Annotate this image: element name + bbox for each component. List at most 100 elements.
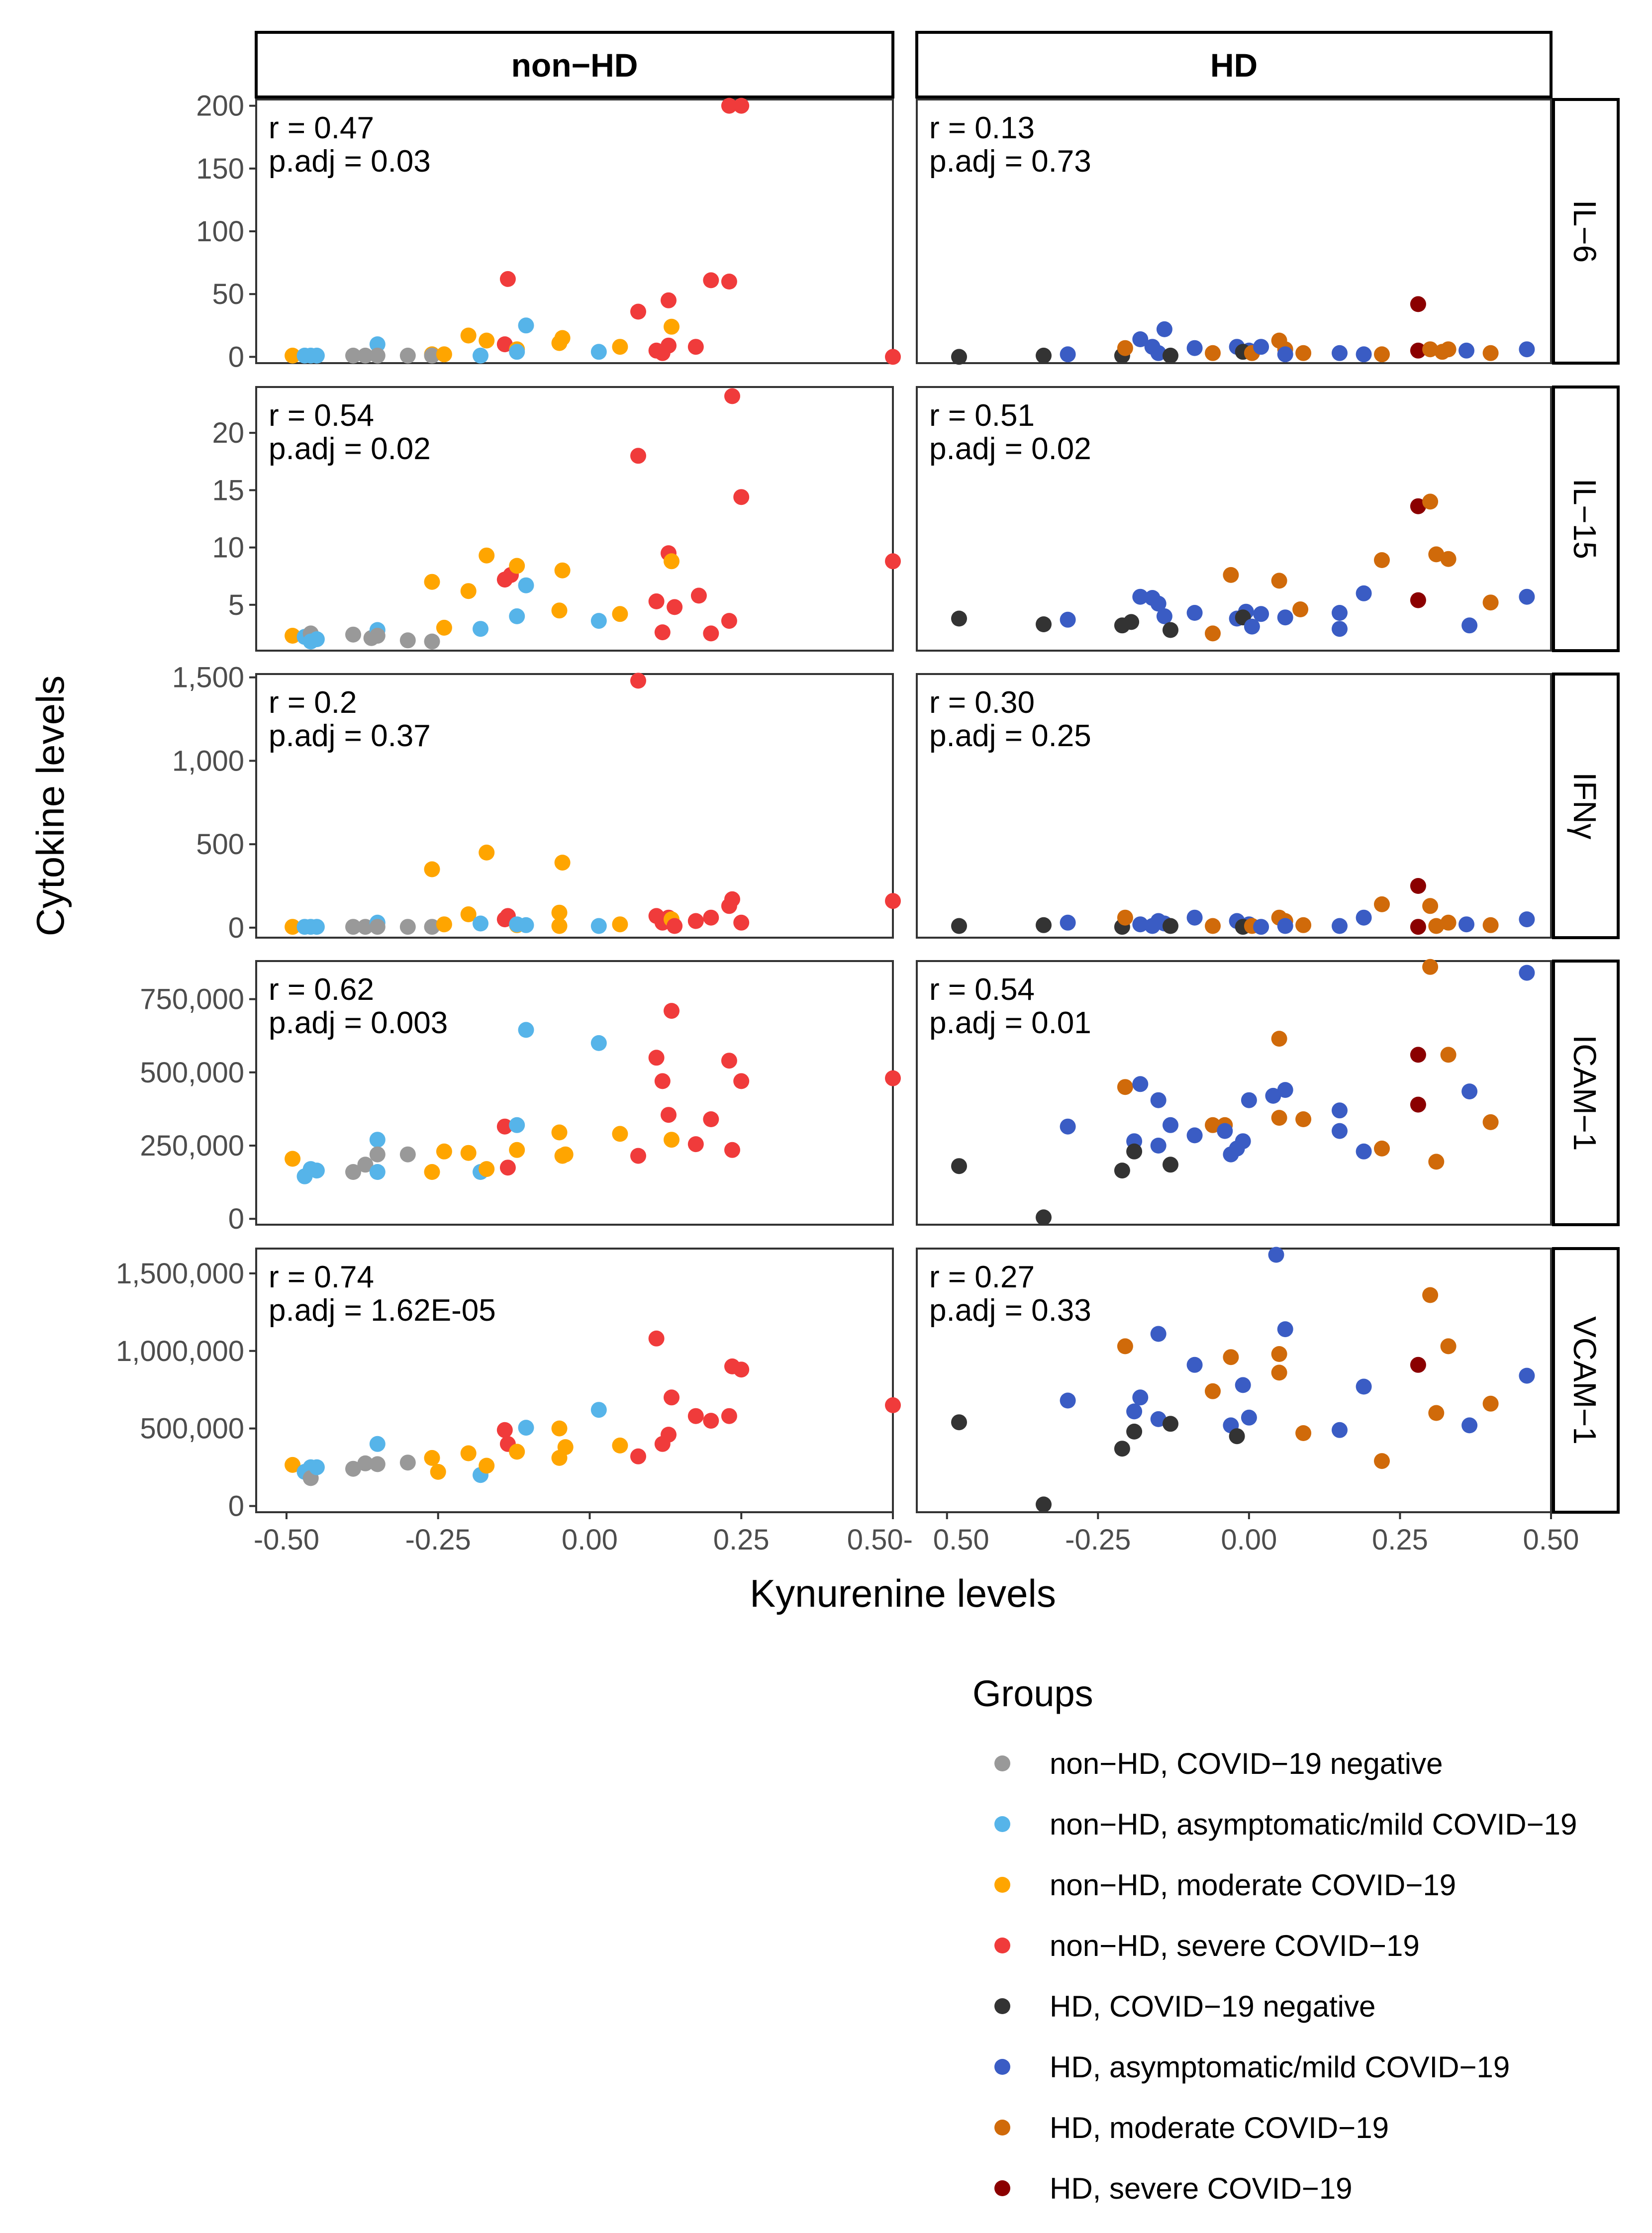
point-ifng-nonHD-25 <box>630 673 646 689</box>
point-ifng-nonHD-10 <box>424 919 440 935</box>
point-il6-HD-26 <box>1422 341 1439 358</box>
column-strip-nonHD <box>255 31 894 98</box>
point-il15-HD-2 <box>1060 611 1076 628</box>
point-ifng-HD-28 <box>1440 914 1457 931</box>
legend-key-hd_sev <box>994 2180 1010 2196</box>
point-vcam1-nonHD-34 <box>885 1397 901 1413</box>
point-icam1-HD-18 <box>1235 1133 1251 1150</box>
point-icam1-HD-20 <box>1271 1031 1287 1047</box>
point-il6-nonHD-4 <box>345 347 361 364</box>
point-il15-nonHD-21 <box>551 602 568 619</box>
point-vcam1-nonHD-6 <box>357 1455 374 1471</box>
point-ifng-HD-9 <box>1163 918 1178 934</box>
point-il6-nonHD-10 <box>424 347 440 364</box>
panel-vcam1-nonHD: r = 0.74p.adj = 1.62E-05 <box>255 1248 901 1513</box>
annotation-r-il15-nonHD: r = 0.54 <box>269 398 374 433</box>
point-il6-nonHD-28 <box>664 318 680 335</box>
panel-icam1-HD: r = 0.54p.adj = 0.01 <box>916 959 1552 1226</box>
point-vcam1-nonHD-10 <box>424 1450 440 1466</box>
point-vcam1-HD-1 <box>1036 1496 1052 1513</box>
point-il15-HD-26 <box>1410 592 1426 608</box>
point-il6-nonHD-33 <box>721 97 737 114</box>
annotation-padj-icam1-nonHD: p.adj = 0.003 <box>269 1006 448 1040</box>
point-ifng-nonHD-35 <box>733 914 750 931</box>
point-il6-nonHD-30 <box>687 339 704 355</box>
point-il15-nonHD-24 <box>612 606 628 622</box>
point-icam1-nonHD-33 <box>721 1053 737 1069</box>
point-vcam1-HD-31 <box>1482 1395 1499 1412</box>
legend-label-hd_mod: HD, moderate COVID−19 <box>1050 2111 1389 2144</box>
column-strip-label-nonHD: non−HD <box>511 47 638 84</box>
x-tick-label-HD-1: -0.25 <box>1065 1524 1131 1556</box>
point-il6-HD-21 <box>1332 345 1348 361</box>
point-il6-nonHD-6 <box>369 336 386 353</box>
point-vcam1-nonHD-25 <box>648 1330 665 1347</box>
point-il15-HD-10 <box>1186 605 1203 621</box>
y-tick-label-ifng-1: 500 <box>196 828 244 861</box>
annotation-padj-il6-nonHD: p.adj = 0.03 <box>269 144 431 179</box>
point-vcam1-HD-26 <box>1410 1357 1426 1373</box>
point-icam1-nonHD-12 <box>460 1145 477 1161</box>
point-icam1-HD-24 <box>1295 1111 1312 1127</box>
point-icam1-HD-3 <box>1114 1163 1130 1179</box>
point-ifng-nonHD-22 <box>551 918 568 934</box>
point-il6-nonHD-0 <box>285 347 301 364</box>
point-vcam1-HD-3 <box>1114 1441 1130 1457</box>
point-il15-nonHD-32 <box>703 625 719 642</box>
point-il6-HD-30 <box>1482 345 1499 361</box>
column-strip-label-HD: HD <box>1210 47 1258 84</box>
row-strip-il6 <box>1552 98 1620 365</box>
y-tick-label-vcam1-1: 500,000 <box>140 1413 244 1445</box>
point-il15-nonHD-35 <box>733 489 750 505</box>
point-il15-HD-9 <box>1163 622 1178 638</box>
point-icam1-HD-15 <box>1217 1123 1233 1139</box>
point-il15-HD-7 <box>1150 595 1166 612</box>
point-vcam1-nonHD-30 <box>703 1413 719 1429</box>
y-axis-title: Cytokine levels <box>28 676 72 937</box>
point-ifng-HD-10 <box>1186 909 1203 926</box>
point-icam1-HD-25 <box>1332 1102 1348 1119</box>
x-tick-label-nonHD-3: 0.25 <box>713 1524 770 1556</box>
y-tick-label-ifng-3: 1,500 <box>172 662 244 694</box>
point-il15-nonHD-22 <box>554 562 571 579</box>
point-icam1-HD-7 <box>1132 1076 1149 1092</box>
point-il6-HD-4 <box>1117 340 1133 356</box>
point-vcam1-HD-25 <box>1374 1453 1390 1469</box>
x-axes: -0.50 -0.25 0.00 0.25 0.50- 0.50 -0.25 0.00 0.25… <box>254 1512 1579 1556</box>
point-il15-HD-16 <box>1244 618 1260 635</box>
point-il15-HD-22 <box>1332 621 1348 637</box>
y-tick-label-ifng-0: 0 <box>228 912 244 944</box>
panel-il15-HD: r = 0.51p.adj = 0.02 <box>916 386 1552 652</box>
point-il6-HD-22 <box>1356 346 1372 363</box>
point-il6-nonHD-23 <box>612 339 628 355</box>
point-il15-nonHD-15 <box>479 547 495 564</box>
point-vcam1-HD-13 <box>1223 1349 1239 1365</box>
y-tick-label-il6-0: 0 <box>228 341 244 373</box>
point-ifng-HD-0 <box>951 918 967 934</box>
point-il6-nonHD-8 <box>399 347 416 364</box>
point-il15-HD-11 <box>1205 625 1221 642</box>
point-vcam1-nonHD-23 <box>612 1437 628 1454</box>
legend-label-nhd_mild: non−HD, asymptomatic/mild COVID−19 <box>1050 1808 1577 1841</box>
point-vcam1-nonHD-17 <box>509 1444 525 1460</box>
annotation-r-icam1-HD: r = 0.54 <box>929 972 1035 1007</box>
point-icam1-nonHD-19 <box>518 1022 534 1038</box>
point-il15-HD-17 <box>1253 606 1269 622</box>
y-tick-label-il15-0: 5 <box>228 589 244 621</box>
point-il15-nonHD-18 <box>509 558 525 574</box>
point-vcam1-HD-17 <box>1241 1409 1257 1426</box>
point-vcam1-nonHD-5 <box>345 1460 361 1477</box>
point-ifng-HD-25 <box>1410 919 1426 935</box>
annotation-padj-ifng-HD: p.adj = 0.25 <box>929 719 1091 753</box>
point-vcam1-HD-5 <box>1126 1423 1143 1440</box>
legend-key-nhd_mod <box>994 1877 1010 1893</box>
point-il15-HD-21 <box>1332 605 1348 621</box>
panel-vcam1-HD: r = 0.27p.adj = 0.33 <box>916 1247 1552 1513</box>
point-vcam1-nonHD-4 <box>308 1459 325 1475</box>
point-vcam1-nonHD-15 <box>496 1422 513 1438</box>
point-il15-nonHD-14 <box>473 621 488 637</box>
point-icam1-HD-30 <box>1410 1096 1426 1113</box>
point-il15-nonHD-23 <box>590 613 607 629</box>
point-ifng-nonHD-9 <box>424 861 440 877</box>
point-il6-HD-0 <box>951 349 967 365</box>
